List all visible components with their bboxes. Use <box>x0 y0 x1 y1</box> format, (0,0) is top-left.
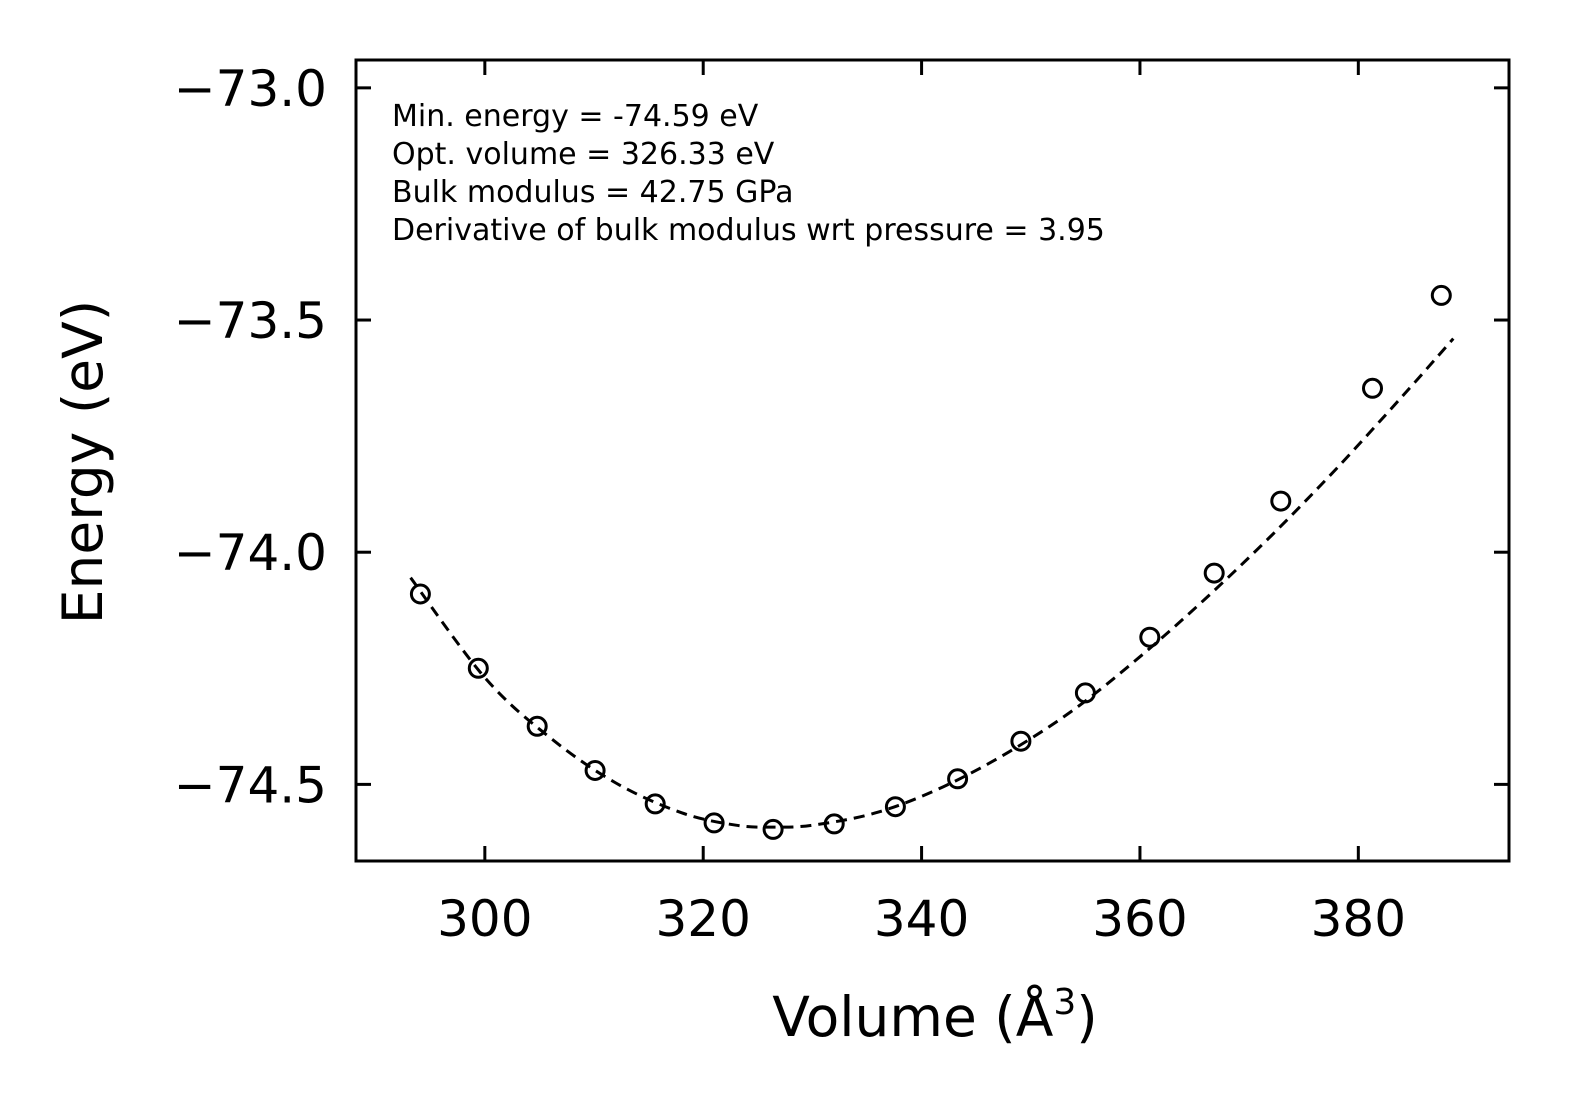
y-tick-label-1: −74.0 <box>174 524 327 582</box>
data-point-1 <box>467 657 489 679</box>
data-point-2 <box>526 715 548 737</box>
plot-frame <box>354 58 1511 863</box>
data-point-5 <box>703 812 725 834</box>
y-tick-label-2: −73.5 <box>174 292 327 350</box>
data-point-9 <box>947 768 969 790</box>
y-axis-label: Energy (eV) <box>51 300 115 624</box>
data-point-11 <box>1074 682 1096 704</box>
data-point-10 <box>1010 730 1032 752</box>
x-tick-label-340: 340 <box>874 890 969 948</box>
data-point-4 <box>644 793 666 815</box>
x-axis-label-main: Volume (Å <box>772 984 1053 1049</box>
data-point-6 <box>762 818 784 840</box>
x-axis-label-superscript: 3 <box>1053 982 1076 1023</box>
y-tick-label-3: −73.0 <box>174 60 327 118</box>
ticks-layer: 300 320 340 360 380 −74.5 −74.0 −73.5 −73.0 <box>174 60 1509 948</box>
x-tick-label-320: 320 <box>655 890 750 948</box>
data-point-16 <box>1430 284 1452 306</box>
annotation-min-energy: Min. energy = -74.59 eV <box>392 99 759 134</box>
data-point-12 <box>1139 626 1161 648</box>
x-tick-label-360: 360 <box>1092 890 1187 948</box>
x-axis-label: Volume (Å3) <box>772 982 1098 1049</box>
data-point-3 <box>584 760 606 781</box>
annotation-bulk-modulus-derivative: Derivative of bulk modulus wrt pressure … <box>392 213 1105 248</box>
data-point-7 <box>823 813 845 835</box>
data-point-8 <box>884 796 906 818</box>
data-point-13 <box>1203 562 1225 584</box>
x-tick-label-300: 300 <box>437 890 532 948</box>
data-points-layer <box>409 284 1452 840</box>
y-tick-label-0: −74.5 <box>174 756 327 814</box>
annotation-opt-volume: Opt. volume = 326.33 eV <box>392 137 775 172</box>
annotation-bulk-modulus: Bulk modulus = 42.75 GPa <box>392 175 793 210</box>
data-point-15 <box>1362 377 1383 399</box>
data-point-0 <box>409 583 431 605</box>
x-axis-label-close: ) <box>1076 985 1097 1049</box>
data-point-14 <box>1270 490 1292 512</box>
x-tick-label-380: 380 <box>1311 890 1406 948</box>
